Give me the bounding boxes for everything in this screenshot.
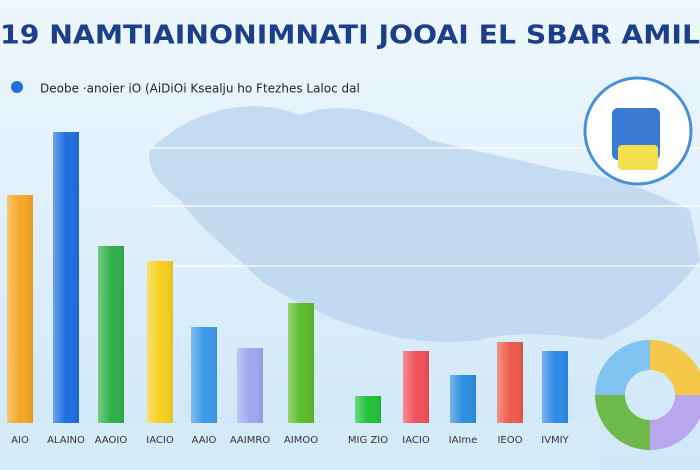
bar-shine [98,246,124,423]
x-tick-label: AAIMRO [230,435,270,446]
x-tick-label: MIG ZIO [348,435,388,446]
bar-shine [497,342,523,423]
donut-decoration [595,340,700,450]
icon [11,81,23,93]
map-shape [149,106,700,342]
x-tick-label: ALAINO [47,435,85,446]
bar-shine [237,348,263,423]
x-tick-label: IVMIY [541,435,569,446]
x-tick-label: IAIme [449,435,478,446]
bar-shine [542,351,568,423]
chart-subtitle: Deobe ·anoier iO (AiDiOi Ksealju ho Ftez… [40,82,360,96]
bar-shine [147,261,173,423]
chart-title: 19 NAMTIAINONIMNATI JOOAI EL SBAR AMIL [0,21,700,51]
bar-shine [355,396,381,423]
bar-shine [191,327,217,423]
floor [0,423,600,470]
x-tick-label: AAIO [192,435,217,446]
x-tick-label: AAOIO [95,435,128,446]
x-tick-label: AIO [11,435,29,446]
bar-shine [288,303,314,423]
product-image [618,145,658,170]
bar-shine [450,375,476,423]
x-tick-label: IACIO [146,435,174,446]
bar-shine [403,351,429,423]
x-tick-label: IEOO [497,435,522,446]
x-tick-label: IACIO [402,435,430,446]
x-tick-label: AIMOO [284,435,318,446]
bar-shine [7,195,33,423]
bar-shine [53,132,79,423]
